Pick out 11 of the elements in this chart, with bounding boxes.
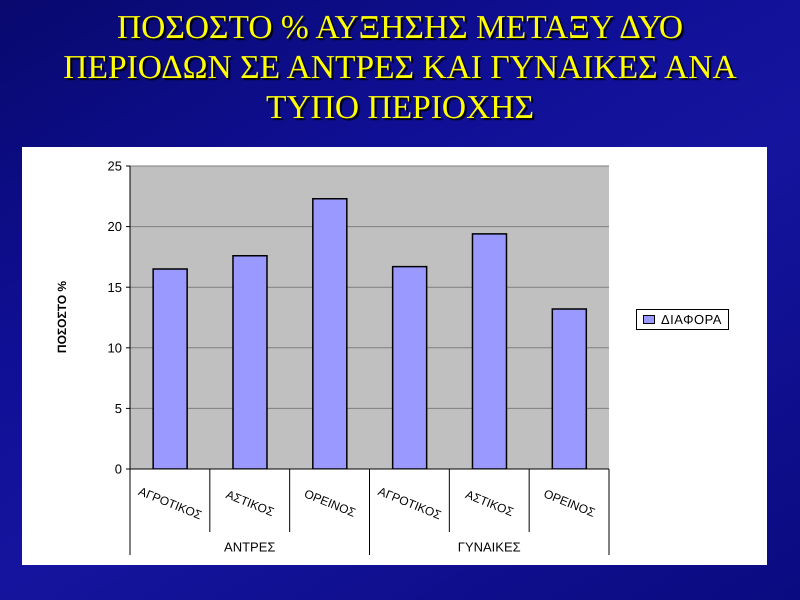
y-axis-title: ΠΟΣΟΣΤΟ % [55, 280, 69, 354]
legend-label: ΔΙΑΦΟΡΑ [661, 312, 722, 326]
y-tick-label: 15 [108, 280, 122, 295]
y-tick-label: 5 [114, 401, 122, 416]
text: ΑΝΤΡΕΣ [224, 539, 276, 554]
y-tick-label: 25 [108, 158, 122, 174]
chart-title: ΠΟΣΟΣΤΟ % ΑΥΞΗΣΗΣ ΜΕΤΑΞΥ ΔΥΟ ΠΕΡΙΟΔΩΝ ΣΕ ΑΝΤΡΕΣ ΚΑΙ ΓΥΝΑΙΚΕΣ ΑΝΑ ΤΥΠΟ ΠΕΡΙΟΧΗΣ [63, 9, 737, 126]
y-tick-label: 10 [108, 340, 122, 356]
text: ΓΥΝΑΙΚΕΣ [458, 539, 521, 554]
y-tick-label: 0 [114, 462, 122, 477]
y-tick-label: 20 [108, 219, 122, 234]
